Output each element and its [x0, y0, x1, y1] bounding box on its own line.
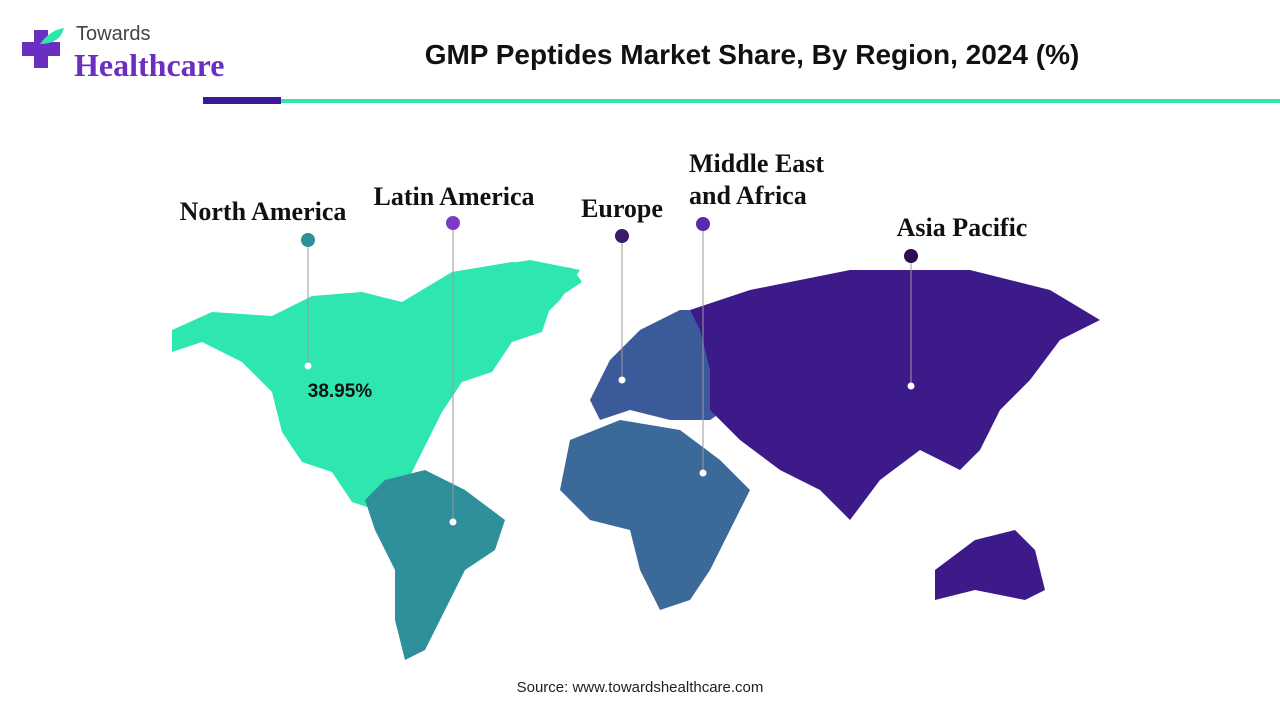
australia	[935, 530, 1045, 600]
region-label: Europe	[581, 194, 663, 223]
region-label: Middle East	[689, 149, 824, 178]
title-line	[281, 99, 1280, 103]
africa	[560, 420, 750, 610]
region-label: and Africa	[689, 181, 807, 210]
end-dot	[618, 376, 626, 384]
value-label: 38.95%	[308, 381, 373, 402]
logo-leaf	[40, 28, 64, 44]
end-dot	[907, 382, 915, 390]
logo-bottom: Healthcare	[74, 47, 224, 83]
logo: Towards Healthcare	[22, 23, 224, 83]
world-map	[172, 260, 1100, 660]
dot	[904, 249, 918, 263]
latin-america	[365, 470, 505, 660]
region-label: North America	[180, 197, 347, 226]
end-dot	[449, 518, 457, 526]
region-label: Latin America	[373, 182, 534, 211]
asia	[690, 270, 1100, 520]
dot	[446, 216, 460, 230]
greenland	[470, 260, 580, 350]
logo-top: Towards	[76, 23, 150, 45]
logo-cross	[22, 30, 60, 68]
end-dot	[304, 362, 312, 370]
source: Source: www.towardshealthcare.com	[517, 679, 764, 696]
dot	[696, 217, 710, 231]
dot	[301, 233, 315, 247]
title-bar	[203, 97, 281, 104]
dots	[301, 216, 918, 526]
end-dot	[699, 469, 707, 477]
callouts	[307, 223, 912, 522]
title: GMP Peptides Market Share, By Region, 20…	[425, 39, 1080, 70]
region-label: Asia Pacific	[897, 213, 1028, 242]
dot	[615, 229, 629, 243]
